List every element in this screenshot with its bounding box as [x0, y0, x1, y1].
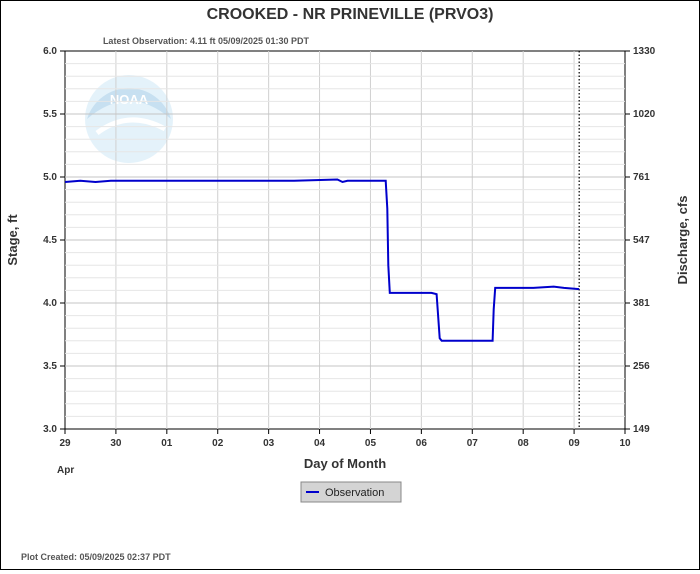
plot-created: Plot Created: 05/09/2025 02:37 PDT: [21, 552, 171, 562]
x-tick-label: 02: [212, 438, 224, 449]
x-tick-label: 05: [365, 438, 377, 449]
y-tick-label: 5.5: [43, 109, 57, 120]
x-tick-label: 06: [416, 438, 428, 449]
y2-tick-label: 1330: [633, 46, 656, 57]
y-tick-label: 5.0: [43, 172, 57, 183]
y-tick-label: 6.0: [43, 46, 57, 57]
y-tick-label: 3.5: [43, 361, 57, 372]
x-tick-label: 01: [161, 438, 173, 449]
x-axis-ticks: 29 30 01 02 03 04 05 06 07 08 09 10: [59, 429, 631, 449]
series-observation-line: [64, 178, 580, 342]
x-tick-label: 03: [263, 438, 275, 449]
x-tick-label: 30: [110, 438, 122, 449]
chart-title: CROOKED - NR PRINEVILLE (PRVO3): [207, 6, 494, 23]
x-tick-label: 29: [59, 438, 71, 449]
x-tick-label: 10: [619, 438, 631, 449]
x-tick-label: 08: [518, 438, 530, 449]
y-tick-label: 3.0: [43, 424, 57, 435]
x-tick-label: 07: [467, 438, 479, 449]
legend-label: Observation: [325, 487, 384, 499]
noaa-logo-text: NOAA: [110, 92, 149, 107]
y-tick-label: 4.5: [43, 235, 57, 246]
grid-lines: [65, 51, 625, 429]
y-tick-label: 4.0: [43, 298, 57, 309]
y2-tick-label: 381: [633, 298, 650, 309]
x-tick-label: 04: [314, 438, 326, 449]
y2-tick-label: 1020: [633, 109, 656, 120]
y2-tick-label: 761: [633, 172, 650, 183]
y2-tick-label: 547: [633, 235, 650, 246]
y-axis-ticks: 3.0 3.5 4.0 4.5 5.0 5.5 6.0: [43, 46, 65, 435]
x-axis-label: Day of Month: [304, 456, 386, 471]
y2-tick-label: 256: [633, 361, 650, 372]
legend: Observation: [300, 481, 402, 503]
latest-observation: Latest Observation: 4.11 ft 05/09/2025 0…: [103, 36, 310, 46]
x-tick-label: 09: [569, 438, 581, 449]
y2-axis-label: Discharge, cfs: [675, 196, 690, 285]
y2-tick-label: 149: [633, 424, 650, 435]
noaa-logo: NOAA: [85, 75, 173, 163]
y2-axis-ticks: 149 256 381 547 761 1020 1330: [625, 46, 656, 435]
y-axis-label: Stage, ft: [5, 214, 20, 266]
x-axis-month: Apr: [57, 465, 74, 476]
